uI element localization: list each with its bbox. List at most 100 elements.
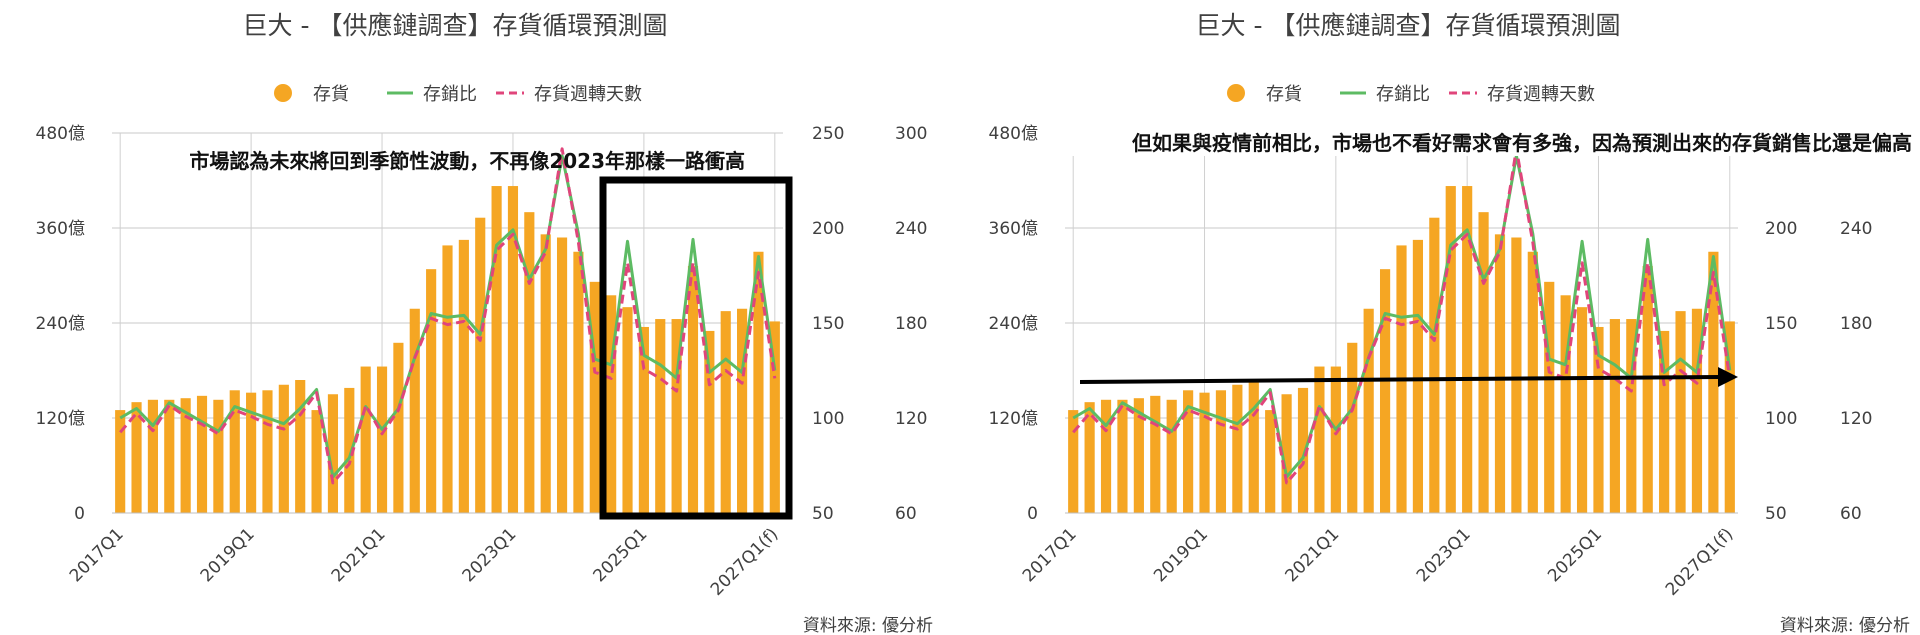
bar-inventory	[589, 281, 600, 513]
bar-inventory	[458, 239, 469, 513]
bar-inventory	[1265, 410, 1276, 513]
bar-inventory	[720, 311, 731, 513]
bar-inventory	[1642, 266, 1653, 513]
y-right1-tick-label: 150	[812, 314, 844, 334]
source-note: 資料來源: 優分析	[1780, 616, 1910, 635]
bar-inventory	[655, 319, 666, 513]
bar-inventory	[1593, 326, 1604, 513]
bar-inventory	[1527, 251, 1538, 513]
bar-inventory	[475, 217, 486, 514]
bar-inventory	[704, 330, 715, 513]
bar-inventory	[131, 402, 142, 513]
x-tick-label: 2017Q1	[1019, 524, 1081, 586]
y-right1-tick-label: 200	[812, 219, 844, 239]
annotation-text: 但如果與疫情前相比，市場也不看好需求會有多強，因為預測出來的存貨銷售比還是偏高	[1132, 131, 1912, 155]
bar-inventory	[1150, 395, 1161, 513]
y-right1-tick-label: 150	[1765, 314, 1797, 334]
annotation-text: 市場認為未來將回到季節性波動，不再像2023年那樣一路衝高	[189, 149, 745, 173]
x-tick-label: 2017Q1	[66, 524, 128, 586]
bar-inventory	[180, 398, 191, 513]
bar-inventory	[409, 308, 420, 513]
bar-inventory	[1068, 410, 1079, 513]
bar-inventory	[556, 237, 568, 513]
bar-inventory	[1117, 399, 1128, 513]
bar-inventory	[1183, 390, 1194, 513]
y-left-tick-label: 480億	[36, 124, 85, 144]
bar-inventory	[1462, 186, 1473, 513]
annotation-background	[1042, 128, 1912, 156]
legend: 存貨 存銷比 存貨週轉天數	[1227, 84, 1595, 105]
y-right2-tick-label: 180	[1840, 314, 1872, 334]
bar-inventory	[671, 319, 682, 513]
x-tick-label: 2019Q1	[1150, 524, 1212, 586]
trend-arrow-shaft	[1079, 375, 1721, 384]
bar-inventory	[147, 399, 158, 513]
line-days	[1072, 147, 1732, 485]
y-left-tick-label: 240億	[36, 314, 85, 334]
bar-inventory	[1330, 366, 1341, 513]
y-right2-tick-label: 120	[1840, 409, 1872, 429]
bar-inventory	[1576, 307, 1588, 513]
x-tick-label: 2021Q1	[328, 524, 390, 586]
y-right2-tick-label: 300	[895, 124, 927, 144]
y-left-tick-label: 0	[1027, 504, 1038, 524]
bar-inventory	[262, 390, 273, 513]
bar-inventory	[295, 380, 306, 513]
bar-inventory	[753, 251, 764, 513]
bar-inventory	[507, 186, 519, 513]
y-right2-tick-label: 180	[895, 314, 927, 334]
y-right1-tick-label: 250	[812, 124, 844, 144]
chart-title: 巨大 - 【供應鏈調查】存貨循環預測圖	[243, 11, 668, 40]
legend-label-inventory: 存貨	[1266, 84, 1302, 105]
y-right1-tick-label: 200	[1765, 219, 1797, 239]
y-left-tick-label: 120億	[989, 409, 1038, 429]
bar-inventory	[164, 399, 175, 513]
x-tick-label: 2019Q1	[197, 524, 259, 586]
bar-inventory	[1445, 186, 1456, 513]
bar-inventory	[1494, 234, 1506, 514]
bar-inventory	[1100, 399, 1112, 513]
bar-inventory	[1412, 239, 1424, 513]
x-tick-label: 2021Q1	[1282, 524, 1344, 586]
y-right1-tick-label: 100	[812, 409, 844, 429]
y-right1-tick-label: 50	[1765, 504, 1787, 524]
bar-inventory	[1544, 281, 1555, 513]
bar-inventory	[573, 251, 584, 513]
legend-label-days: 存貨週轉天數	[534, 84, 642, 105]
bar-inventory	[1478, 212, 1489, 513]
bar-inventory	[1297, 387, 1309, 513]
bar-inventory	[1659, 330, 1670, 513]
y-left-tick-label: 240億	[989, 314, 1038, 334]
bar-inventory	[1609, 319, 1620, 513]
x-tick-label: 2025Q1	[1544, 524, 1606, 586]
y-left-tick-label: 480億	[989, 124, 1038, 144]
x-tick-label: 2023Q1	[459, 524, 521, 586]
x-tick-label: 2023Q1	[1413, 524, 1475, 586]
legend-label-ratio: 存銷比	[1376, 84, 1430, 105]
bar-inventory	[1133, 398, 1144, 513]
legend-marker-inventory	[1227, 84, 1245, 102]
bar-inventory	[1626, 319, 1637, 513]
y-right2-tick-label: 120	[895, 409, 927, 429]
y-right1-tick-label: 100	[1765, 409, 1797, 429]
bar-inventory	[196, 395, 208, 513]
y-right1-tick-label: 50	[812, 504, 834, 524]
bar-inventory	[393, 342, 404, 513]
bar-inventory	[638, 326, 649, 513]
bar-inventory	[1675, 311, 1686, 513]
bar-inventory	[622, 307, 633, 513]
bar-inventory	[1232, 384, 1243, 513]
bar-inventory	[311, 410, 322, 513]
x-tick-label: 2027Q1(f)	[707, 524, 782, 599]
bar-inventory	[360, 366, 371, 513]
y-right2-tick-label: 240	[1840, 219, 1872, 239]
bar-inventory	[1724, 321, 1735, 513]
bar-inventory	[491, 186, 502, 513]
y-right2-tick-label: 60	[895, 504, 917, 524]
legend-label-ratio: 存銷比	[423, 84, 477, 105]
line-days	[119, 147, 777, 485]
bar-inventory	[327, 394, 339, 513]
bar-inventory	[1281, 394, 1292, 513]
bar-inventory	[1429, 217, 1440, 514]
